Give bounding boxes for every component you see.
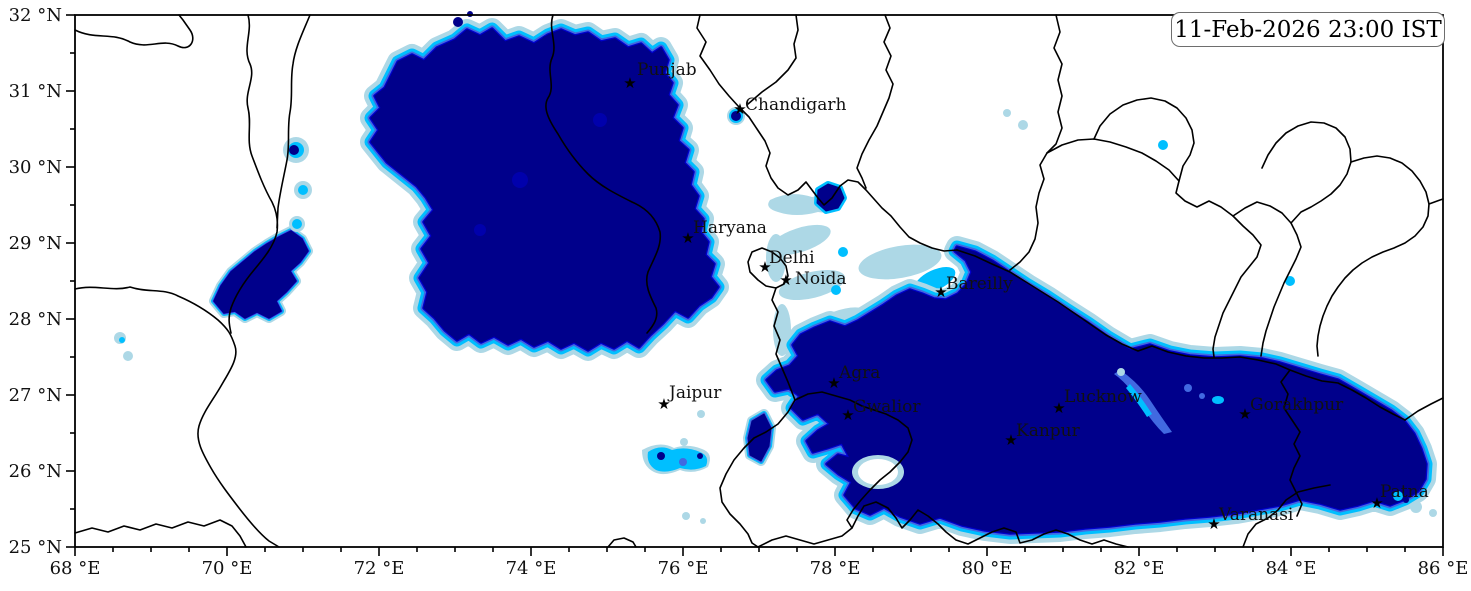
city-star-icon: ★ — [1004, 431, 1017, 449]
x-tick-label: 82 °E — [1114, 558, 1165, 579]
city-star-icon: ★ — [657, 395, 670, 413]
city-label-gorakhpur: Gorakhpur — [1250, 395, 1344, 415]
city-label-kanpur: Kanpur — [1016, 421, 1081, 441]
boundary-nepal-inner-2 — [1093, 97, 1195, 182]
city-label-bareilly: Bareilly — [946, 274, 1013, 294]
x-tick-label: 86 °E — [1418, 558, 1469, 579]
y-tick-label: 31 °N — [9, 81, 62, 102]
y-tick-label: 25 °N — [9, 537, 62, 558]
boundary-nepal-west — [1009, 14, 1063, 271]
boundary-bottomleft — [74, 519, 247, 548]
city-star-icon: ★ — [841, 406, 854, 424]
axis-layer: 68 °E 70 °E 72 °E 74 °E 76 °E 78 °E 80 °E 82 °E… — [9, 5, 1469, 579]
city-label-chandigarh: Chandigarh — [745, 95, 847, 115]
y-tick-label: 30 °N — [9, 157, 62, 178]
city-label-haryana: Haryana — [693, 218, 767, 238]
city-star-icon: ★ — [1370, 494, 1383, 512]
city-label-patna: Patna — [1380, 482, 1429, 502]
city-label-gwalior: Gwalior — [853, 397, 921, 417]
city-markers-layer: ★Punjab★Chandigarh★Haryana★Delhi★ Noida★B… — [623, 60, 1428, 533]
boundary-punjab-himachal — [545, 14, 662, 334]
boundary-varanasi-south — [1242, 484, 1331, 548]
x-tick-label: 78 °E — [810, 558, 861, 579]
boundary-nepal-inner-1 — [1046, 138, 1262, 358]
city-label-delhi: Delhi — [769, 248, 815, 268]
timestamp-box: 11-Feb-2026 23:00 IST — [1171, 12, 1445, 47]
fog-speck-group — [114, 11, 1437, 524]
y-tick-label: 27 °N — [9, 385, 62, 406]
boundary-uttarakhand-north — [856, 14, 894, 189]
y-tick-label: 29 °N — [9, 233, 62, 254]
y-tick-label: 28 °N — [9, 309, 62, 330]
boundary-pakistan-west — [228, 14, 279, 334]
x-tick-label: 84 °E — [1266, 558, 1317, 579]
city-label-noida: Noida — [795, 269, 847, 289]
axis-ticks — [66, 14, 1444, 556]
boundary-up-mp-south — [757, 501, 1129, 548]
city-star-icon: ★ — [623, 74, 636, 92]
boundary-gwalior-loop — [794, 391, 913, 529]
fog-contour-layer — [114, 11, 1437, 533]
city-label-lucknow: Lucknow — [1064, 387, 1142, 407]
x-tick-label: 80 °E — [962, 558, 1013, 579]
boundary-rajasthan-border — [74, 286, 280, 548]
boundary-nepal-edge-east — [1428, 198, 1444, 205]
axis-tick-labels: 68 °E 70 °E 72 °E 74 °E 76 °E 78 °E 80 °E 82 °E… — [9, 5, 1469, 579]
y-tick-label: 32 °N — [9, 5, 62, 26]
boundary-lines-layer — [74, 14, 1444, 548]
x-tick-label: 70 °E — [202, 558, 253, 579]
fog-blob-gwalior-west — [748, 414, 771, 461]
boundary-chandigarh-north — [747, 14, 799, 105]
city-star-icon: ★ — [1238, 405, 1251, 423]
boundary-nepal-inner-4 — [1261, 121, 1352, 224]
boundary-indo-nepal — [956, 249, 1406, 421]
x-tick-label: 68 °E — [50, 558, 101, 579]
boundary-topleft — [74, 14, 194, 49]
boundary-yamuna-south — [771, 287, 796, 401]
city-label-agra: Agra — [838, 363, 880, 383]
y-tick-label: 26 °N — [9, 461, 62, 482]
city-star-icon: ★ — [827, 374, 840, 392]
x-tick-label: 76 °E — [658, 558, 709, 579]
city-label-varanasi: Varanasi — [1218, 505, 1294, 525]
city-star-icon: ★ — [733, 100, 746, 118]
boundary-delhi-loop — [747, 247, 789, 289]
timestamp-text: 11-Feb-2026 23:00 IST — [1174, 16, 1442, 43]
boundary-nepal-inner-5 — [1316, 155, 1430, 357]
city-star-icon: ★ — [779, 271, 792, 289]
x-tick-label: 74 °E — [506, 558, 557, 579]
fog-blob-uttarakhand-border — [817, 184, 844, 211]
fog-blob-border-arm — [214, 231, 308, 318]
city-star-icon: ★ — [681, 229, 694, 247]
boundary-pakistan-east — [276, 14, 311, 229]
x-tick-label: 72 °E — [354, 558, 405, 579]
boundary-bottom-fragment — [607, 537, 637, 548]
boundary-up-bihar — [1280, 369, 1303, 517]
city-star-icon: ★ — [1052, 399, 1065, 417]
fog-interior-detail — [474, 113, 1224, 489]
city-label-jaipur: Jaipur — [667, 383, 722, 403]
city-star-icon: ★ — [1207, 515, 1220, 533]
boundary-himachal-uttarakhand — [696, 14, 958, 252]
boundary-up-mp-west — [719, 399, 796, 548]
city-label-punjab: Punjab — [637, 60, 697, 80]
boundary-bihar-east — [1404, 397, 1444, 421]
boundary-nepal-inner-3 — [1232, 201, 1302, 357]
city-star-icon: ★ — [758, 258, 771, 276]
city-star-icon: ★ — [934, 283, 947, 301]
